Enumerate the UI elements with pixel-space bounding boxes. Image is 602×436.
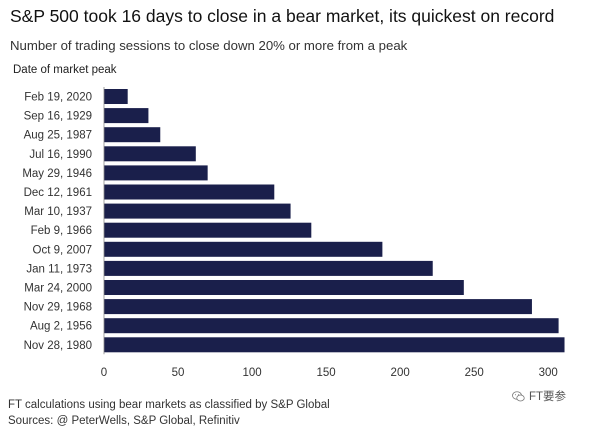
category-label: Aug 25, 1987: [24, 130, 92, 142]
x-ticks-layer: 0 50 100 150 200 250 300: [101, 87, 558, 379]
category-label: Aug 2, 1956: [30, 321, 92, 333]
category-label: May 29, 1946: [22, 168, 92, 180]
x-tick-label: 300: [539, 367, 558, 379]
wechat-icon: [512, 390, 525, 401]
x-tick-label: 150: [317, 367, 336, 379]
footnote: FT calculations using bear markets as cl…: [8, 399, 330, 411]
watermark-text: FT要参: [529, 391, 567, 403]
chart-title: S&P 500 took 16 days to close in a bear …: [10, 6, 555, 26]
category-label: Sep 16, 1929: [24, 111, 92, 123]
chart-subtitle: Number of trading sessions to close down…: [10, 38, 408, 53]
bar: [104, 146, 196, 162]
x-tick-label: 100: [242, 367, 261, 379]
bars-layer: [104, 89, 565, 353]
bar: [104, 165, 208, 181]
x-tick-label: 200: [391, 367, 410, 379]
bar: [104, 203, 291, 219]
x-tick-label: 50: [172, 367, 185, 379]
category-label: Mar 24, 2000: [24, 283, 92, 295]
category-label: Nov 28, 1980: [24, 340, 92, 352]
bar: [104, 222, 312, 238]
bar: [104, 299, 532, 315]
category-label: Jul 16, 1990: [29, 149, 92, 161]
category-label: Oct 9, 2007: [33, 244, 92, 256]
category-labels-layer: Feb 19, 2020 Sep 16, 1929 Aug 25, 1987 Jul …: [22, 92, 92, 352]
category-label: Dec 12, 1961: [24, 187, 92, 199]
category-label: Feb 9, 1966: [31, 225, 92, 237]
bar: [104, 318, 559, 334]
bar: [104, 108, 149, 124]
bar: [104, 89, 128, 104]
bar: [104, 241, 383, 257]
bar: [104, 127, 161, 143]
category-label: Nov 29, 1968: [24, 302, 92, 314]
category-label: Jan 11, 1973: [26, 263, 92, 275]
x-tick-label: 250: [465, 367, 484, 379]
bar: [104, 260, 433, 276]
y-axis-caption: Date of market peak: [13, 64, 117, 76]
watermark: FT要参: [512, 388, 566, 404]
bar: [104, 184, 275, 200]
bar: [104, 337, 565, 353]
x-tick-label: 0: [101, 367, 107, 379]
category-label: Mar 10, 1937: [24, 206, 92, 218]
bar: [104, 280, 464, 295]
sources-line: Sources: @ PeterWells, S&P Global, Refin…: [8, 415, 240, 427]
category-label: Feb 19, 2020: [24, 92, 92, 104]
